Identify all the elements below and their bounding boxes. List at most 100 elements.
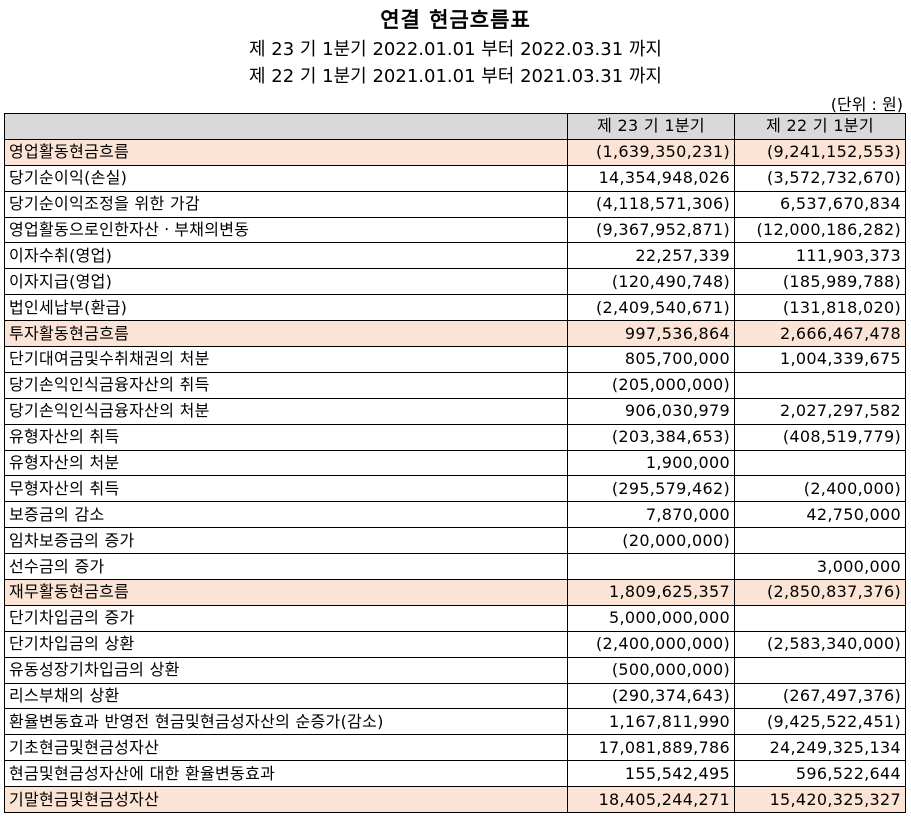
current-period-value: 5,000,000,000 — [567, 604, 735, 632]
unit-note: (단위 : 원) — [830, 95, 903, 114]
current-period-value: 1,167,811,990 — [567, 708, 735, 736]
table-row: 유형자산의 처분 1,900,000 — [4, 449, 906, 477]
row-label: 유형자산의 취득 — [4, 423, 568, 451]
row-label: 영업활동현금흐름 — [4, 138, 568, 166]
table-row: 유동성장기차입금의 상환 (500,000,000) — [4, 656, 906, 684]
header-prior-period: 제 22 기 1분기 — [734, 113, 906, 140]
prior-period-value: 596,522,644 — [734, 760, 906, 788]
current-period-value: (203,384,653) — [567, 423, 735, 451]
table-row: 재무활동현금흐름 1,809,625,357 (2,850,837,376) — [4, 579, 906, 606]
current-period-value: (2,400,000,000) — [567, 630, 735, 658]
table-row: 영업활동현금흐름 (1,639,350,231) (9,241,152,553) — [4, 138, 906, 166]
current-period-value: (295,579,462) — [567, 475, 735, 503]
current-period-value — [567, 553, 735, 581]
current-period-value: (9,367,952,871) — [567, 216, 735, 244]
current-period-value: 155,542,495 — [567, 760, 735, 788]
table-row: 당기순이익조정을 위한 가감 (4,118,571,306) 6,537,670,8… — [4, 190, 906, 218]
row-label: 영업활동으로인한자산ㆍ부채의변동 — [4, 216, 568, 244]
row-label: 기초현금및현금성자산 — [4, 734, 568, 762]
row-label: 당기순이익조정을 위한 가감 — [4, 190, 568, 218]
current-period-value: 14,354,948,026 — [567, 164, 735, 192]
prior-period-value: 2,666,467,478 — [734, 320, 906, 348]
cash-flow-table: 제 23 기 1분기 제 22 기 1분기 영업활동현금흐름 (1,639,350… — [4, 113, 906, 814]
table-row: 법인세납부(환급) (2,409,540,671) (131,818,020) — [4, 294, 906, 322]
row-label: 임차보증금의 증가 — [4, 527, 568, 555]
period-prior: 제 22 기 1분기 2021.01.01 부터 2021.03.31 까지 — [248, 66, 662, 87]
table-row: 투자활동현금흐름 997,536,864 2,666,467,478 — [4, 320, 906, 348]
current-period-value: 997,536,864 — [567, 320, 735, 348]
current-period-value: 906,030,979 — [567, 397, 735, 425]
row-label: 투자활동현금흐름 — [4, 320, 568, 348]
table-row: 이자수취(영업) 22,257,339 111,903,373 — [4, 242, 906, 270]
row-label: 재무활동현금흐름 — [4, 579, 568, 606]
current-period-value: (290,374,643) — [567, 682, 735, 710]
current-period-value: (205,000,000) — [567, 371, 735, 399]
current-period-value: 805,700,000 — [567, 346, 735, 373]
prior-period-value — [734, 656, 906, 684]
current-period-value: (500,000,000) — [567, 656, 735, 684]
table-row: 리스부채의 상환 (290,374,643) (267,497,376) — [4, 682, 906, 710]
prior-period-value: (9,425,522,451) — [734, 708, 906, 736]
table-row: 기말현금및현금성자산 18,405,244,271 15,420,325,327 — [4, 786, 906, 814]
document-title: 연결 현금흐름표 — [380, 8, 531, 32]
row-label: 기말현금및현금성자산 — [4, 786, 568, 814]
table-row: 단기차입금의 증가 5,000,000,000 — [4, 604, 906, 632]
prior-period-value: 111,903,373 — [734, 242, 906, 270]
current-period-value: (1,639,350,231) — [567, 138, 735, 166]
prior-period-value: (3,572,732,670) — [734, 164, 906, 192]
header-current-period: 제 23 기 1분기 — [567, 113, 735, 140]
table-row: 기초현금및현금성자산 17,081,889,786 24,249,325,134 — [4, 734, 906, 762]
row-label: 환율변동효과 반영전 현금및현금성자산의 순증가(감소) — [4, 708, 568, 736]
prior-period-value: (185,989,788) — [734, 268, 906, 296]
current-period-value: (4,118,571,306) — [567, 190, 735, 218]
table-row: 보증금의 감소 7,870,000 42,750,000 — [4, 501, 906, 529]
prior-period-value — [734, 449, 906, 477]
current-period-value: 1,900,000 — [567, 449, 735, 477]
prior-period-value — [734, 604, 906, 632]
row-label: 당기손익인식금융자산의 처분 — [4, 397, 568, 425]
prior-period-value: (12,000,186,282) — [734, 216, 906, 244]
table-row: 당기손익인식금융자산의 처분 906,030,979 2,027,297,582 — [4, 397, 906, 425]
prior-period-value: (408,519,779) — [734, 423, 906, 451]
table-row: 당기순이익(손실) 14,354,948,026 (3,572,732,670) — [4, 164, 906, 192]
current-period-value: 7,870,000 — [567, 501, 735, 529]
prior-period-value: (267,497,376) — [734, 682, 906, 710]
current-period-value: (2,409,540,671) — [567, 294, 735, 322]
prior-period-value: (9,241,152,553) — [734, 138, 906, 166]
current-period-value: (20,000,000) — [567, 527, 735, 555]
current-period-value: 22,257,339 — [567, 242, 735, 270]
prior-period-value: 6,537,670,834 — [734, 190, 906, 218]
period-current: 제 23 기 1분기 2022.01.01 부터 2022.03.31 까지 — [248, 39, 662, 60]
row-label: 선수금의 증가 — [4, 553, 568, 581]
current-period-value: 18,405,244,271 — [567, 786, 735, 814]
current-period-value: 1,809,625,357 — [567, 579, 735, 606]
prior-period-value: (2,583,340,000) — [734, 630, 906, 658]
prior-period-value — [734, 527, 906, 555]
row-label: 무형자산의 취득 — [4, 475, 568, 503]
row-label: 법인세납부(환급) — [4, 294, 568, 322]
header-label-cell — [4, 113, 568, 140]
row-label: 당기순이익(손실) — [4, 164, 568, 192]
table-row: 선수금의 증가 3,000,000 — [4, 553, 906, 581]
prior-period-value: (2,850,837,376) — [734, 579, 906, 606]
table-row: 무형자산의 취득 (295,579,462) (2,400,000) — [4, 475, 906, 503]
row-label: 리스부채의 상환 — [4, 682, 568, 710]
table-row: 환율변동효과 반영전 현금및현금성자산의 순증가(감소) 1,167,811,99… — [4, 708, 906, 736]
row-label: 단기차입금의 상환 — [4, 630, 568, 658]
table-row: 임차보증금의 증가 (20,000,000) — [4, 527, 906, 555]
prior-period-value: 42,750,000 — [734, 501, 906, 529]
table-row: 이자지급(영업) (120,490,748) (185,989,788) — [4, 268, 906, 296]
table-row: 영업활동으로인한자산ㆍ부채의변동 (9,367,952,871) (12,000,1… — [4, 216, 906, 244]
row-label: 단기차입금의 증가 — [4, 604, 568, 632]
table-header-row: 제 23 기 1분기 제 22 기 1분기 — [4, 113, 906, 140]
prior-period-value: (131,818,020) — [734, 294, 906, 322]
prior-period-value: 2,027,297,582 — [734, 397, 906, 425]
row-label: 유형자산의 처분 — [4, 449, 568, 477]
prior-period-value: 15,420,325,327 — [734, 786, 906, 814]
prior-period-value: 1,004,339,675 — [734, 346, 906, 373]
table-row: 유형자산의 취득 (203,384,653) (408,519,779) — [4, 423, 906, 451]
table-row: 당기손익인식금융자산의 취득 (205,000,000) — [4, 371, 906, 399]
table-row: 단기차입금의 상환 (2,400,000,000) (2,583,340,000) — [4, 630, 906, 658]
row-label: 현금및현금성자산에 대한 환율변동효과 — [4, 760, 568, 788]
